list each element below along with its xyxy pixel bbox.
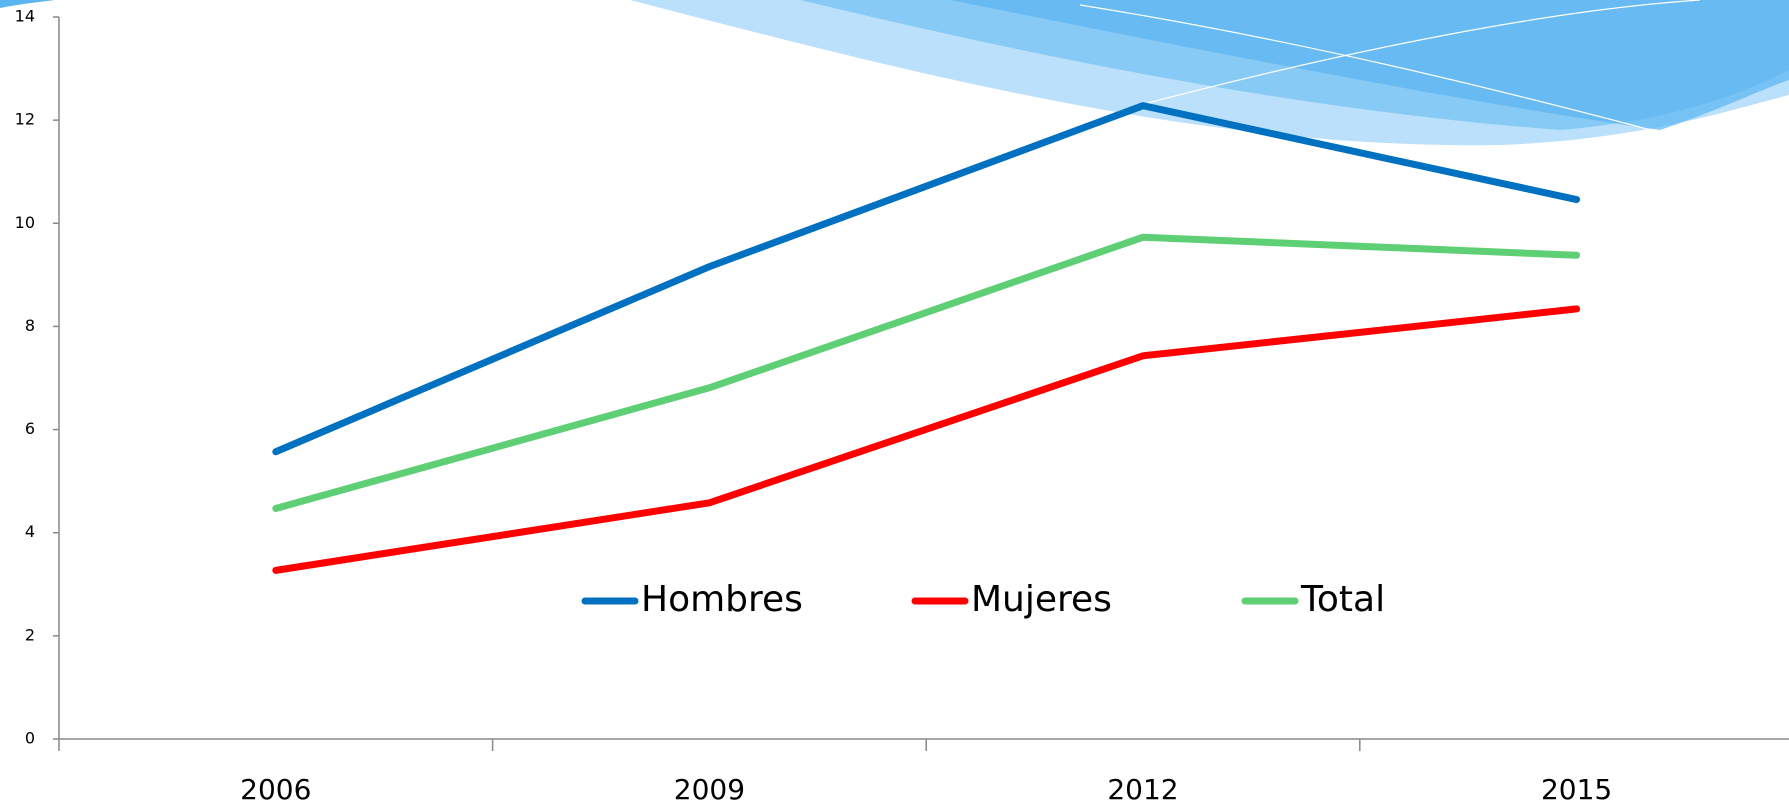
y-tick-label: 14 (15, 7, 35, 26)
y-tick-label: 0 (25, 729, 35, 748)
series-line (272, 233, 1581, 512)
decorative-wave (0, 0, 1789, 146)
x-tick-label: 2006 (240, 773, 311, 805)
y-tick-label: 8 (25, 316, 35, 335)
legend-label: Mujeres (971, 579, 1112, 620)
x-tick-label: 2015 (1541, 773, 1612, 805)
series-line (272, 102, 1581, 456)
legend-label: Hombres (641, 579, 803, 620)
y-tick-label: 4 (25, 522, 35, 541)
x-tick-label: 2012 (1107, 773, 1178, 805)
y-tick-label: 2 (25, 625, 35, 644)
x-tick-label: 2009 (674, 773, 745, 805)
y-tick-label: 6 (25, 419, 35, 438)
y-tick-label: 12 (15, 110, 35, 129)
series-line (272, 305, 1581, 574)
y-tick-label: 10 (15, 213, 35, 232)
legend-label: Total (1300, 579, 1385, 620)
